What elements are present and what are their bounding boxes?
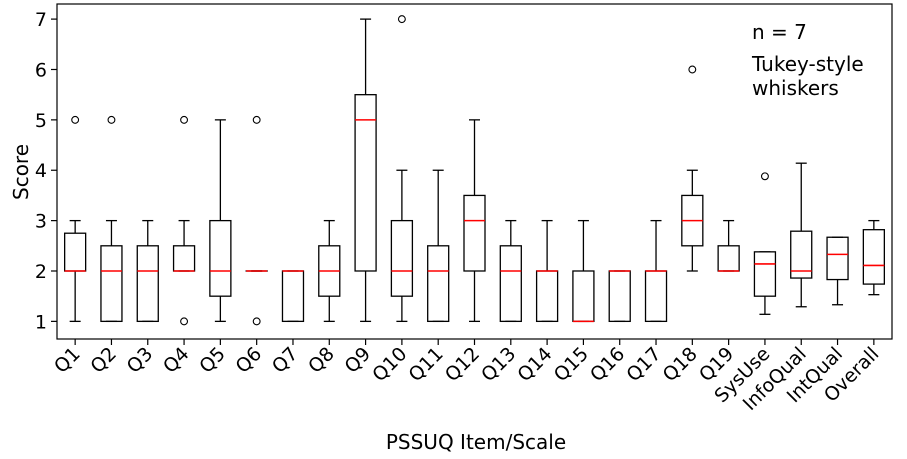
box: [753, 251, 777, 297]
box: [100, 245, 123, 323]
box-group-q1: [64, 115, 87, 323]
y-tick-label: 7: [35, 9, 47, 31]
box-group-q11: [427, 169, 450, 323]
box: [209, 219, 232, 297]
box-group-q7: [281, 270, 305, 323]
box: [499, 245, 522, 323]
y-tick-label: 2: [35, 261, 47, 283]
box-group-infoqual: [790, 162, 813, 308]
outlier-point: [107, 115, 116, 124]
annotation-tukey-line1: Tukey-style: [751, 52, 864, 76]
y-tick-label: 6: [35, 59, 47, 81]
box-group-q9: [354, 18, 377, 323]
outlier-point: [397, 15, 406, 24]
box-group-q12: [463, 119, 486, 323]
y-axis: 1 2 3 4 5 6 7: [35, 9, 57, 333]
box-group-sysuse: [753, 172, 777, 315]
box-group-q17: [644, 219, 668, 323]
box-group-q10: [390, 15, 414, 323]
box-group-q8: [318, 219, 341, 323]
outlier-point: [180, 115, 189, 124]
box: [826, 236, 849, 281]
box-group-q19: [717, 219, 740, 272]
box: [427, 245, 450, 323]
outlier-point: [252, 115, 261, 124]
box-group-q14: [535, 219, 559, 323]
box-group-q5: [209, 119, 232, 323]
box-group-q13: [499, 219, 522, 323]
y-tick-label: 3: [35, 211, 47, 233]
box-group-q15: [572, 219, 595, 323]
y-tick-label: 1: [35, 311, 47, 333]
y-axis-title: Score: [9, 144, 33, 200]
outlier-point: [180, 317, 189, 326]
outlier-point: [252, 317, 261, 326]
box: [390, 219, 414, 297]
box-group-overall: [862, 219, 885, 296]
y-tick-label: 4: [35, 160, 47, 182]
box-group-q3: [136, 219, 159, 323]
box-group-q16: [608, 270, 631, 323]
outlier-point: [760, 172, 769, 181]
box-group-q6: [245, 115, 268, 326]
box-group-q2: [100, 115, 123, 323]
box: [862, 229, 885, 285]
box-group-q4: [172, 115, 196, 326]
outlier-point: [71, 115, 80, 124]
annotation-tukey-line2: whiskers: [752, 76, 839, 100]
box: [463, 194, 486, 272]
x-axis-title: PSSUQ Item/Scale: [386, 430, 566, 454]
box: [790, 230, 813, 279]
outlier-point: [688, 65, 697, 74]
box-group-intqual: [826, 236, 849, 306]
box: [136, 245, 159, 323]
y-tick-label: 5: [35, 110, 47, 132]
box: [354, 94, 377, 272]
annotation-n: n = 7: [752, 20, 807, 44]
plot-marks: [64, 15, 885, 326]
box-group-q18: [681, 65, 704, 272]
